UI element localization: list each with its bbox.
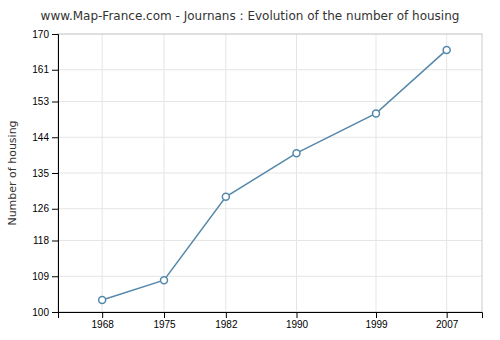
tick-label: 135 <box>32 168 49 179</box>
tick-label: 1982 <box>215 319 238 330</box>
grid-line-y <box>58 173 482 174</box>
grid-line-y <box>58 137 482 138</box>
tick-mark <box>52 209 58 210</box>
plot-frame <box>58 34 482 312</box>
y-axis: 100 109 118 126 135 144 153 161 170 <box>32 29 58 318</box>
axis-line <box>52 35 59 313</box>
tick: 1968 <box>92 312 115 330</box>
tick: 170 <box>32 29 58 40</box>
point <box>222 193 229 200</box>
tick: 161 <box>32 64 58 75</box>
tick-label: 1968 <box>92 319 115 330</box>
tick: 126 <box>32 203 58 214</box>
tick-mark <box>52 102 58 103</box>
tick: 1999 <box>365 312 388 330</box>
tick: 109 <box>32 271 58 282</box>
tick-mark <box>52 312 58 313</box>
tick-mark <box>376 312 377 318</box>
tick-label: 153 <box>32 96 49 107</box>
point <box>373 110 380 117</box>
tick-label: 1975 <box>153 319 176 330</box>
line <box>102 50 447 300</box>
tick: 153 <box>32 96 58 107</box>
tick: 1982 <box>215 312 238 330</box>
tick: 100 <box>32 307 58 318</box>
tick: 1990 <box>286 312 309 330</box>
point <box>443 46 450 53</box>
grid-line-y <box>58 276 482 277</box>
tick-label: 1999 <box>365 319 388 330</box>
tick-label: 144 <box>32 132 49 143</box>
tick-mark <box>52 70 58 71</box>
point <box>293 150 300 157</box>
point <box>161 277 168 284</box>
tick-mark <box>164 312 165 318</box>
chart: 1968197519821990199920071001091181261351… <box>0 0 500 340</box>
tick-label: 100 <box>32 307 49 318</box>
tick-mark <box>297 312 298 318</box>
tick: 135 <box>32 168 58 179</box>
tick-label: 170 <box>32 29 49 40</box>
axis-line <box>59 313 483 319</box>
x-axis: 1968 1975 1982 1990 1999 2007 <box>59 312 483 330</box>
tick-label: 109 <box>32 271 49 282</box>
tick: 144 <box>32 132 58 143</box>
marks <box>99 46 451 303</box>
tick: 118 <box>33 235 58 246</box>
tick-label: 2007 <box>436 319 459 330</box>
tick: 1975 <box>153 312 176 330</box>
grid-line-y <box>58 69 482 70</box>
y-axis-title: Number of housing <box>6 120 19 225</box>
tick-mark <box>102 312 103 318</box>
tick-label: 1990 <box>286 319 309 330</box>
tick: 2007 <box>436 312 459 330</box>
grid-line-y <box>58 208 482 209</box>
title: www.Map-France.com - Journans : Evolutio… <box>41 9 460 23</box>
tick-mark <box>52 276 58 277</box>
tick-label: 118 <box>33 235 49 246</box>
tick-mark <box>52 34 58 35</box>
tick-mark <box>52 241 58 242</box>
point <box>99 297 106 304</box>
tick-label: 126 <box>32 203 49 214</box>
plot-area: 1968197519821990199920071001091181261351… <box>32 29 482 330</box>
grid-line-y <box>58 240 482 241</box>
tick-mark <box>52 173 58 174</box>
tick-mark <box>52 137 58 138</box>
grid-line-y <box>58 101 482 102</box>
tick-mark <box>226 312 227 318</box>
grid <box>58 34 482 312</box>
tick-label: 161 <box>32 64 49 75</box>
tick-mark <box>447 312 448 318</box>
